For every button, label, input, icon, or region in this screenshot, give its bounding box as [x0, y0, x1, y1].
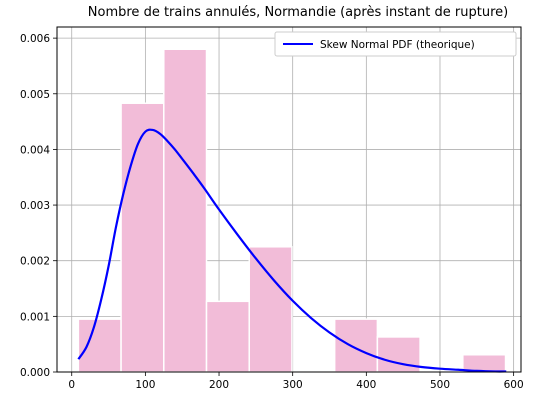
y-tick-label: 0.000 — [20, 367, 50, 379]
x-tick-label: 100 — [135, 379, 155, 391]
histogram-bars — [77, 48, 507, 373]
chart-title: Nombre de trains annulés, Normandie (apr… — [88, 5, 508, 20]
x-tick-label: 0 — [68, 379, 75, 391]
y-tick-label: 0.005 — [20, 89, 50, 101]
histogram-bar — [333, 318, 379, 373]
histogram-bar — [120, 102, 165, 373]
x-tick-label: 400 — [356, 379, 376, 391]
x-tick-label: 200 — [209, 379, 229, 391]
x-tick-label: 600 — [504, 379, 524, 391]
pdf-curve — [77, 128, 507, 373]
x-tick-label: 300 — [283, 379, 303, 391]
y-tick-label: 0.002 — [20, 256, 50, 268]
pdf-curve-group — [77, 128, 507, 373]
legend-label: Skew Normal PDF (theorique) — [320, 39, 475, 51]
plot-frame — [56, 26, 522, 373]
y-tick-label: 0.003 — [20, 200, 50, 212]
legend: Skew Normal PDF (theorique) — [274, 31, 517, 57]
histogram-bar — [205, 300, 250, 373]
y-tick-label: 0.006 — [20, 33, 50, 45]
histogram-bar — [248, 246, 293, 373]
x-tick-label: 500 — [430, 379, 450, 391]
y-tick-label: 0.001 — [20, 311, 50, 323]
y-tick-label: 0.004 — [20, 144, 50, 156]
y-axis: 0.000 0.001 0.002 0.003 0.004 0.005 0.006 — [20, 33, 57, 379]
histogram-bar — [163, 48, 208, 373]
legend-box — [274, 31, 517, 57]
histogram-bar — [77, 318, 122, 373]
x-axis: 0 100 200 300 400 500 600 — [68, 372, 524, 391]
